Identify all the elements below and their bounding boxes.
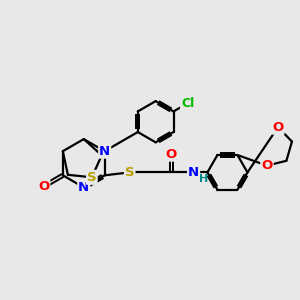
Text: Cl: Cl [181, 97, 194, 110]
Text: H: H [199, 174, 208, 184]
Text: O: O [166, 148, 177, 160]
Text: S: S [125, 166, 134, 179]
Text: O: O [261, 159, 273, 172]
Text: O: O [38, 180, 49, 193]
Text: N: N [99, 145, 110, 158]
Text: N: N [188, 166, 199, 179]
Text: O: O [272, 121, 284, 134]
Text: N: N [78, 181, 89, 194]
Text: S: S [87, 171, 97, 184]
